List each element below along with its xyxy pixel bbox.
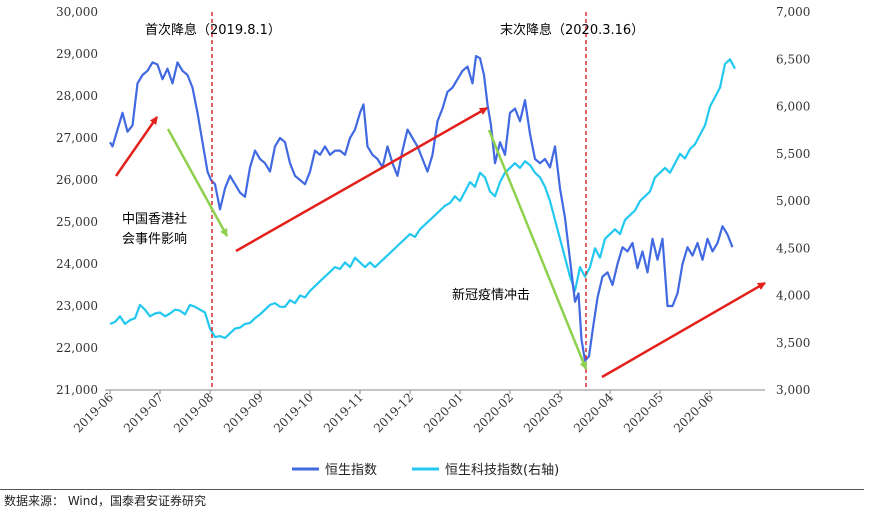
left-tick-label: 25,000 — [56, 215, 98, 229]
x-axis-ticks: 2019-06 2019-07 2019-08 2019-09 2019-10 2019-… — [71, 390, 716, 435]
x-tick-label: 2020-02 — [471, 390, 516, 435]
covid-label: 新冠疫情冲击 — [452, 287, 530, 303]
series-line-hstech — [109, 58, 736, 340]
first-cut-label: 首次降息（2019.8.1） — [145, 22, 281, 38]
source-note: 数据来源： Wind，国泰君安证券研究 — [4, 494, 206, 508]
left-tick-label: 28,000 — [56, 89, 98, 103]
hk-event-label-line1: 中国香港社 — [122, 211, 187, 227]
x-tick-label: 2019-11 — [321, 390, 366, 435]
x-tick-label: 2020-06 — [671, 390, 716, 435]
x-tick-label: 2020-05 — [621, 390, 666, 435]
x-tick-label: 2020-01 — [421, 390, 466, 435]
left-tick-label: 27,000 — [56, 131, 98, 145]
arrow-down-1 — [166, 128, 229, 237]
legend-hstech-label: 恒生科技指数(右轴) — [445, 463, 559, 478]
series-line-hsi — [109, 54, 734, 362]
chart-canvas: 21,000 22,000 23,000 24,000 25,000 26,000 27,0… — [56, 5, 810, 478]
last-cut-label: 末次降息（2020.3.16） — [500, 22, 644, 38]
right-tick-label: 6,000 — [776, 100, 810, 114]
right-tick-label: 5,500 — [776, 147, 810, 161]
hk-event-label-line2: 会事件影响 — [122, 231, 187, 247]
right-tick-label: 3,000 — [776, 383, 810, 397]
right-tick-label: 6,500 — [776, 52, 810, 66]
left-tick-label: 29,000 — [56, 47, 98, 61]
right-tick-label: 5,000 — [776, 194, 810, 208]
left-tick-label: 22,000 — [56, 341, 98, 355]
arrow-up-3 — [601, 281, 766, 379]
right-tick-label: 3,500 — [776, 336, 810, 350]
x-tick-label: 2019-08 — [171, 390, 216, 435]
arrow-up-1 — [114, 116, 159, 177]
x-tick-label: 2020-04 — [571, 390, 616, 435]
x-tick-label: 2020-03 — [521, 390, 566, 435]
x-tick-label: 2019-07 — [121, 390, 166, 435]
x-tick-label: 2019-12 — [371, 390, 416, 435]
legend-hsi-label: 恒生指数 — [325, 463, 377, 478]
left-tick-label: 21,000 — [56, 383, 98, 397]
arrow-up-2 — [235, 106, 488, 253]
legend: 恒生指数 恒生科技指数(右轴) — [292, 463, 559, 478]
right-tick-label: 4,000 — [776, 289, 810, 303]
arrow-down-2 — [487, 129, 588, 370]
left-tick-label: 30,000 — [56, 5, 98, 19]
left-axis-ticks: 21,000 22,000 23,000 24,000 25,000 26,000 27,0… — [56, 5, 98, 397]
right-tick-label: 4,500 — [776, 241, 810, 255]
left-tick-label: 23,000 — [56, 299, 98, 313]
x-tick-label: 2019-09 — [221, 390, 266, 435]
series-layer — [109, 54, 736, 362]
source-divider — [0, 489, 864, 490]
x-tick-label: 2019-10 — [271, 390, 316, 435]
left-tick-label: 24,000 — [56, 257, 98, 271]
left-tick-label: 26,000 — [56, 173, 98, 187]
right-axis-ticks: 3,000 3,500 4,000 4,500 5,000 5,500 6,000 6,500… — [776, 5, 810, 397]
right-tick-label: 7,000 — [776, 5, 810, 19]
